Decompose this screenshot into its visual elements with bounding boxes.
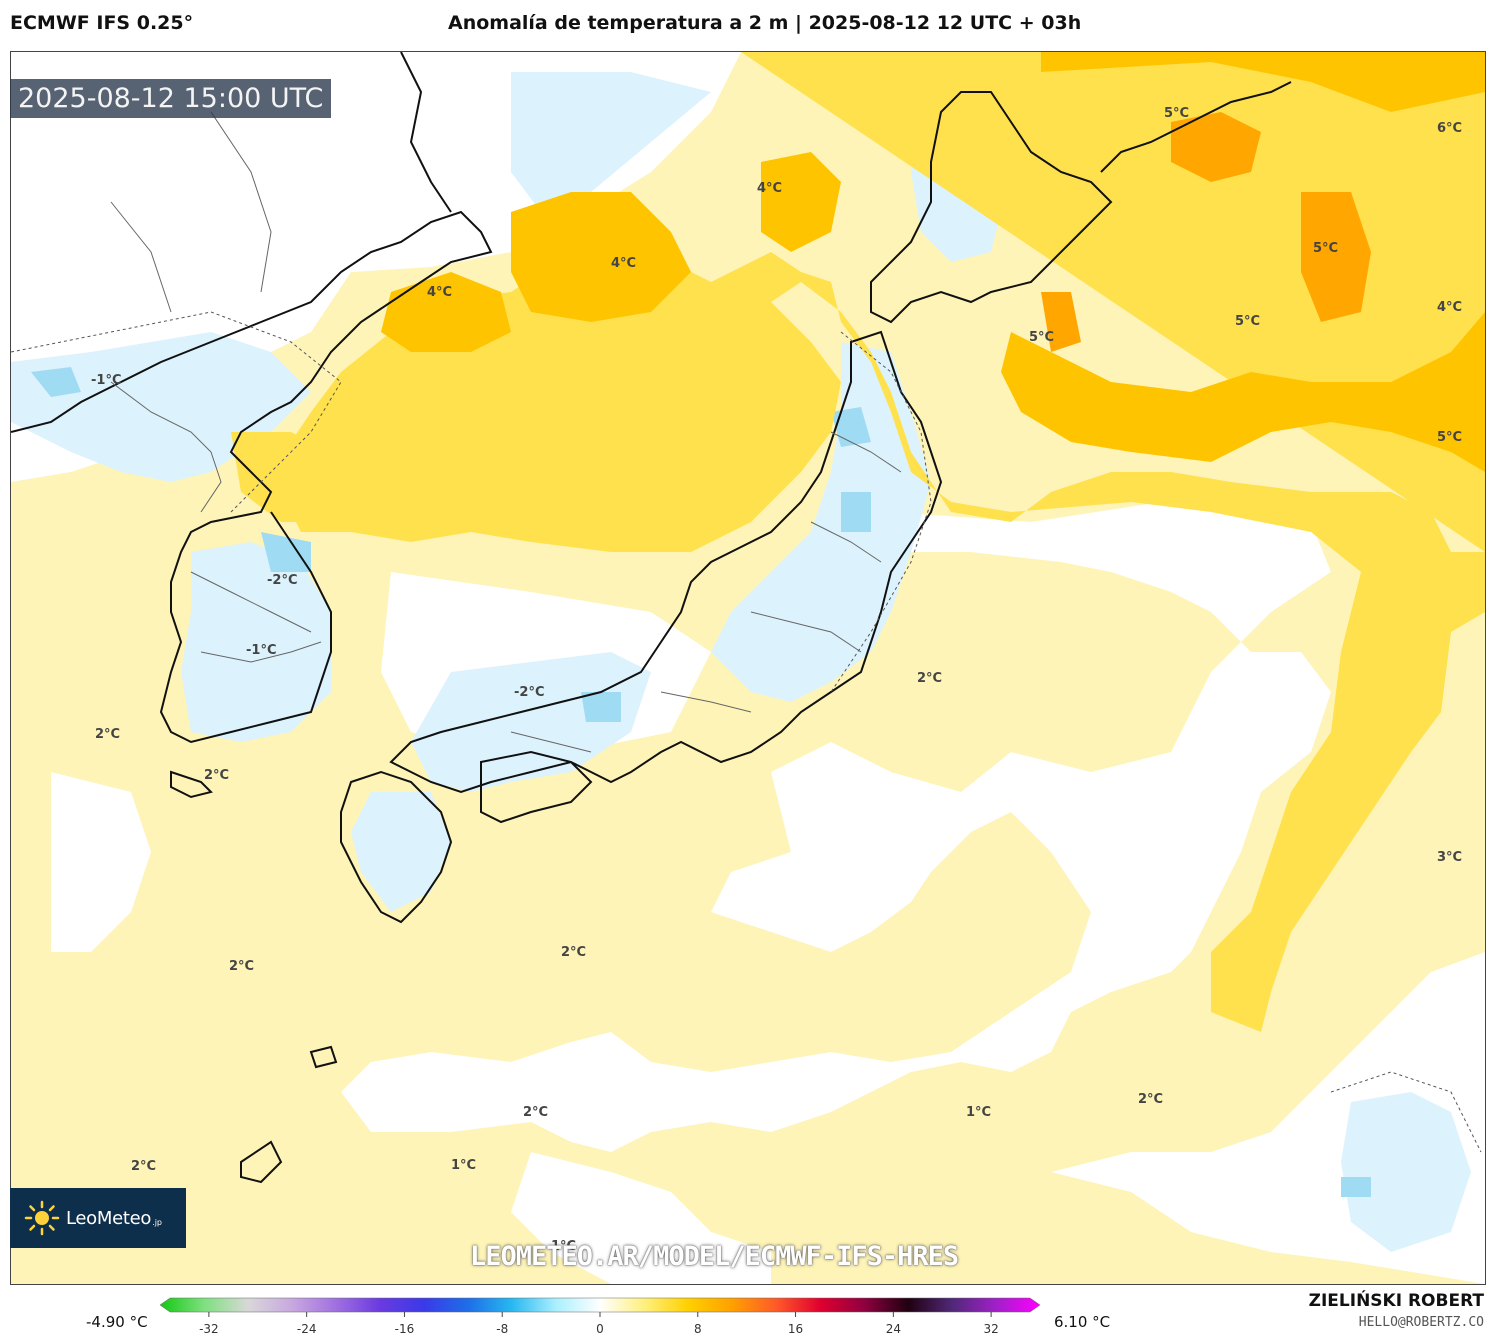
leometeo-logo[interactable]: LeoMeteo .jp <box>10 1188 186 1248</box>
contour-label: 3°C <box>1437 850 1462 865</box>
valid-time-badge: 2025-08-12 15:00 UTC <box>10 79 332 118</box>
contour-label: 2°C <box>561 945 586 960</box>
colorbar-tick-label: -8 <box>496 1322 508 1336</box>
colorbar-tick-label: -32 <box>199 1322 219 1336</box>
colorbar-tick-label: 16 <box>788 1322 803 1336</box>
sun-icon <box>24 1200 60 1236</box>
colorbar-tick-label: 32 <box>983 1322 998 1336</box>
contour-label: 2°C <box>131 1159 156 1174</box>
contour-label: 2°C <box>95 727 120 742</box>
contour-label: -2°C <box>514 685 544 700</box>
model-name: ECMWF IFS 0.25° <box>10 12 194 34</box>
contour-label: 1°C <box>966 1105 991 1120</box>
contour-label: 4°C <box>757 181 782 196</box>
contour-label: 1°C <box>551 1239 576 1254</box>
colorbar-gradient <box>159 1297 1041 1313</box>
contour-label: 2°C <box>229 959 254 974</box>
contour-label: -1°C <box>91 373 121 388</box>
strongest-warm-areas <box>1041 112 1371 352</box>
contour-label: 6°C <box>1437 121 1462 136</box>
colorbar-min-label: -4.90 °C <box>86 1313 148 1331</box>
logo-text: LeoMeteo <box>66 1207 152 1229</box>
contour-label: 5°C <box>1313 241 1338 256</box>
contour-label: 5°C <box>1235 314 1260 329</box>
negative-anomaly-areas <box>11 72 1471 1252</box>
colorbar-tick-label: 24 <box>886 1322 901 1336</box>
coastlines <box>11 52 1292 1184</box>
colorbar-tick-label: -16 <box>395 1322 415 1336</box>
contour-lines <box>11 311 1482 1153</box>
contour-label: -2°C <box>267 573 297 588</box>
colorbar-tick-label: 0 <box>596 1322 604 1336</box>
contour-label: -1°C <box>246 643 276 658</box>
colorbar-tick-label: -24 <box>297 1322 317 1336</box>
contour-label: 4°C <box>427 285 452 300</box>
contour-label: 5°C <box>1164 106 1189 121</box>
colorbar-tick-label: 8 <box>694 1322 702 1336</box>
contour-label: 2°C <box>917 671 942 686</box>
map-area[interactable]: 4°C 4°C 4°C 5°C 5°C 5°C 5°C 6°C 4°C 5°C … <box>10 51 1486 1285</box>
map-title: Anomalía de temperatura a 2 m | 2025-08-… <box>448 12 1082 34</box>
colorbar-ticks: -32 -24 -16 -8 0 8 16 24 32 <box>199 1312 999 1336</box>
source-url-watermark: LEOMETEO.AR/MODEL/ECMWF-IFS-HRES <box>470 1241 959 1272</box>
logo-suffix: .jp <box>152 1217 162 1227</box>
contour-label: 2°C <box>204 768 229 783</box>
colorbar-max-label: 6.10 °C <box>1054 1313 1111 1331</box>
contour-labels: 4°C 4°C 4°C 5°C 5°C 5°C 5°C 6°C 4°C 5°C … <box>91 106 1462 1254</box>
strong-warm-areas <box>381 52 1485 472</box>
author-email[interactable]: HELLO@ROBERTZ.CO <box>1358 1315 1484 1330</box>
colorbar: -32 -24 -16 -8 0 8 16 24 32 <box>159 1297 1041 1336</box>
contour-label: 4°C <box>1437 300 1462 315</box>
admin-boundaries <box>110 111 902 753</box>
map-canvas: 4°C 4°C 4°C 5°C 5°C 5°C 5°C 6°C 4°C 5°C … <box>11 52 1485 1284</box>
contour-label: 1°C <box>451 1158 476 1173</box>
contour-label: 5°C <box>1437 430 1462 445</box>
author-name: ZIELIŃSKI ROBERT <box>1308 1291 1484 1311</box>
contour-label: 2°C <box>1138 1092 1163 1107</box>
contour-label: 4°C <box>611 256 636 271</box>
contour-label: 2°C <box>523 1105 548 1120</box>
contour-label: 5°C <box>1029 330 1054 345</box>
